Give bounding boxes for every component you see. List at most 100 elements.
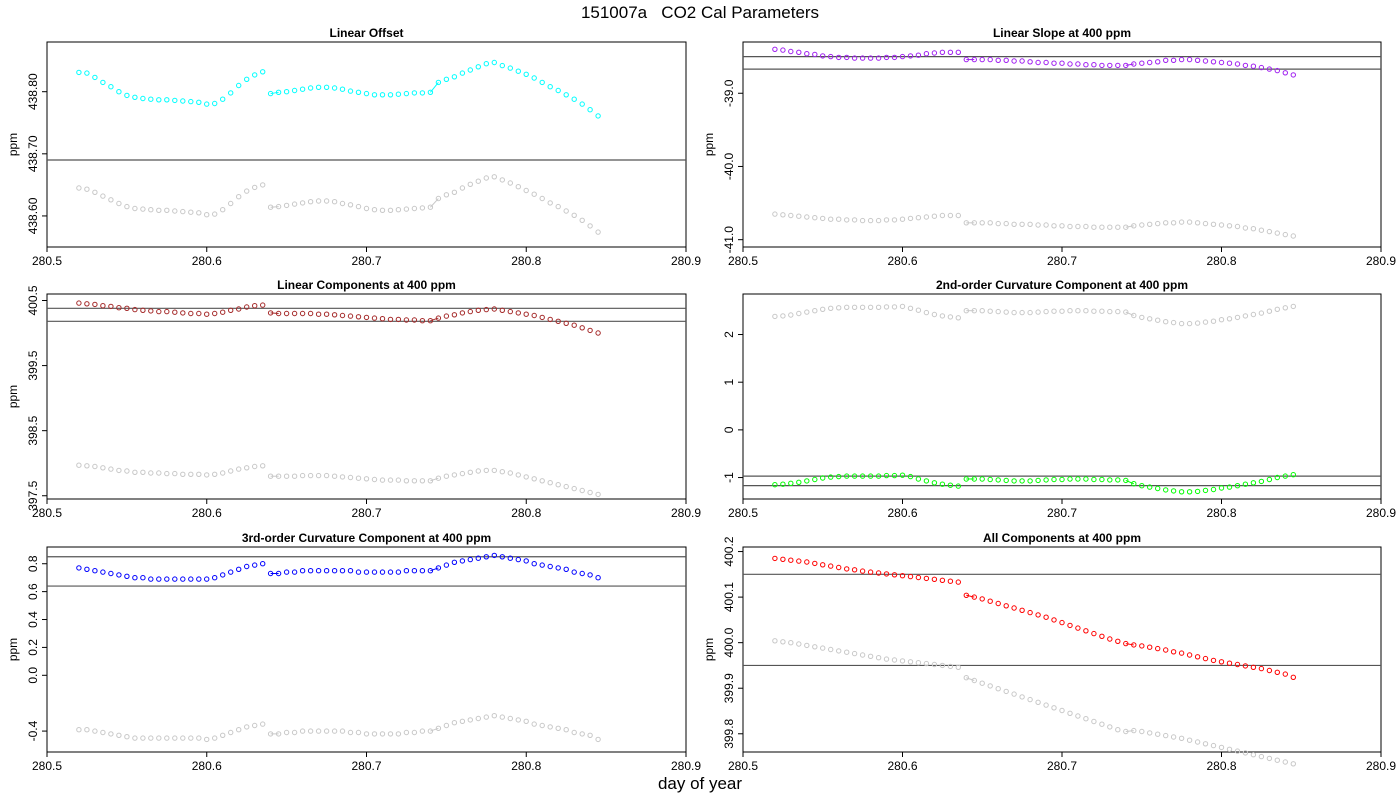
data-point	[1202, 319, 1209, 325]
data-point	[443, 473, 450, 479]
series-connector	[430, 567, 439, 572]
data-point	[515, 68, 521, 74]
data-point	[1170, 488, 1177, 494]
data-point	[883, 54, 890, 61]
data-point	[987, 308, 993, 314]
data-point	[1067, 710, 1073, 716]
data-point	[220, 207, 226, 213]
data-point	[236, 306, 242, 312]
data-point	[859, 217, 866, 224]
data-point	[84, 301, 90, 307]
data-point	[1242, 62, 1249, 69]
data-point	[299, 568, 306, 574]
data-point	[331, 568, 338, 574]
data-point	[1155, 731, 1161, 737]
data-point	[291, 310, 298, 317]
data-point	[1290, 233, 1297, 239]
data-point	[891, 572, 898, 578]
data-point	[780, 212, 786, 218]
data-point	[891, 472, 898, 479]
data-point	[1123, 477, 1129, 484]
data-point	[1131, 727, 1137, 734]
data-point	[252, 303, 258, 309]
y-axis-label: ppm	[702, 133, 716, 156]
data-point	[124, 203, 130, 210]
x-tick-label: 280.9	[671, 254, 701, 268]
data-point	[411, 568, 418, 574]
data-point	[395, 91, 402, 97]
data-point	[220, 309, 226, 315]
data-point	[236, 82, 242, 89]
x-tick-label: 280.9	[671, 506, 701, 520]
data-point	[459, 185, 466, 191]
data-point	[507, 555, 513, 561]
data-point	[931, 576, 938, 582]
chart-panel: All Components at 400 ppm 280.5 280.6 280.7…	[702, 531, 1396, 773]
data-point	[1163, 319, 1169, 325]
primary-series	[772, 46, 1297, 78]
data-point	[1107, 224, 1113, 230]
series-connector	[1125, 479, 1134, 485]
data-point	[571, 96, 577, 102]
data-point	[363, 476, 370, 482]
data-point	[963, 56, 969, 63]
data-point	[1043, 614, 1049, 620]
data-point	[283, 89, 290, 95]
data-point	[1194, 320, 1201, 326]
data-point	[595, 736, 601, 743]
data-point	[443, 313, 450, 319]
data-point	[939, 313, 946, 319]
data-point	[931, 213, 938, 219]
data-point	[156, 207, 162, 214]
data-point	[796, 479, 802, 485]
data-point	[1011, 58, 1017, 64]
data-point	[1163, 732, 1169, 739]
data-point	[355, 89, 362, 96]
plot-frame	[46, 546, 687, 753]
series-connector	[430, 477, 439, 482]
data-point	[411, 205, 418, 212]
data-point	[555, 482, 561, 488]
data-point	[499, 177, 505, 183]
data-point	[212, 211, 218, 217]
data-point	[76, 300, 82, 306]
y-tick-label: 399.9	[722, 673, 736, 703]
data-point	[188, 98, 194, 105]
data-point	[1099, 476, 1105, 483]
data-point	[907, 305, 914, 311]
data-point	[387, 207, 394, 214]
data-point	[1147, 221, 1153, 228]
data-point	[1250, 664, 1257, 670]
data-point	[1083, 223, 1089, 230]
data-point	[483, 61, 489, 67]
data-point	[212, 575, 218, 581]
data-point	[899, 303, 906, 310]
data-point	[403, 478, 410, 484]
data-point	[84, 727, 90, 733]
data-point	[571, 485, 577, 492]
reference-series	[772, 303, 1297, 327]
data-point	[188, 471, 194, 477]
data-point	[547, 84, 553, 90]
data-point	[108, 466, 114, 472]
data-point	[140, 307, 146, 313]
data-point	[1091, 224, 1097, 230]
data-point	[1035, 477, 1041, 484]
x-tick-label: 280.5	[32, 759, 62, 773]
data-point	[395, 316, 402, 323]
data-point	[108, 303, 114, 310]
data-point	[1282, 231, 1289, 238]
data-point	[435, 725, 442, 731]
data-point	[1242, 225, 1249, 231]
data-point	[812, 215, 818, 221]
data-point	[844, 473, 850, 479]
data-point	[228, 200, 234, 207]
data-point	[844, 54, 850, 61]
data-point	[355, 475, 362, 481]
data-point	[1067, 61, 1073, 67]
data-point	[1075, 223, 1081, 230]
data-point	[244, 724, 250, 730]
data-point	[1226, 223, 1233, 229]
data-point	[1139, 728, 1145, 735]
data-point	[267, 731, 274, 737]
